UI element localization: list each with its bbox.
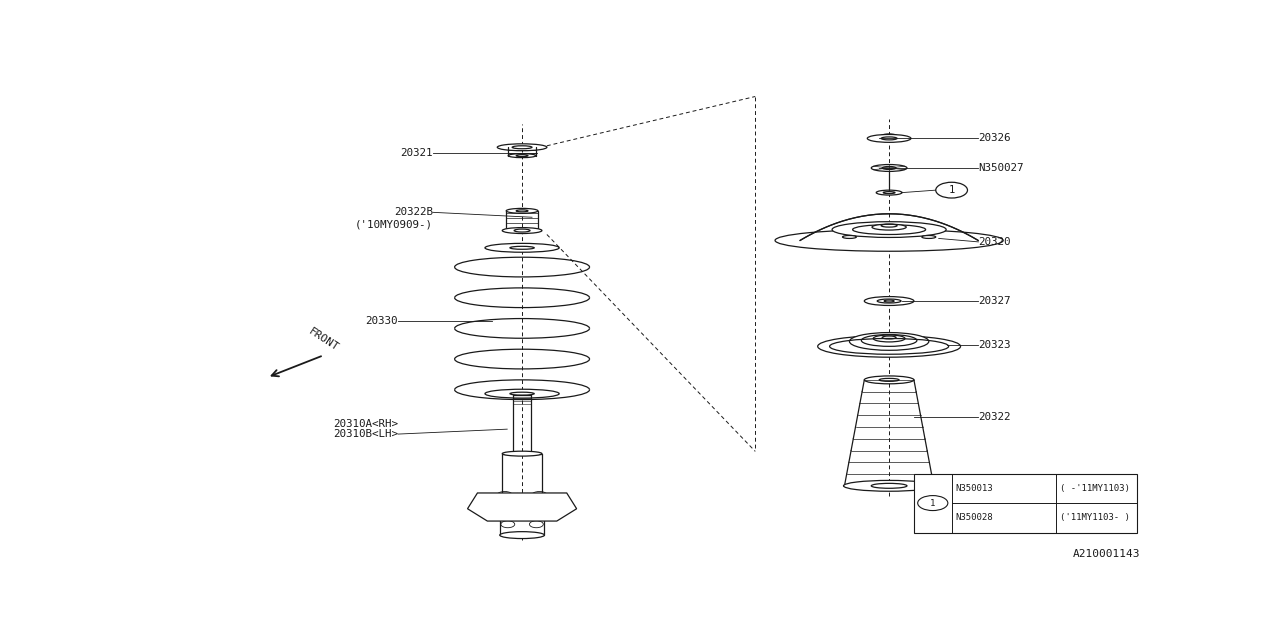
Text: A210001143: A210001143 bbox=[1073, 548, 1140, 559]
Text: 20310A<RH>: 20310A<RH> bbox=[333, 419, 398, 429]
Ellipse shape bbox=[485, 243, 559, 252]
Ellipse shape bbox=[499, 512, 544, 519]
Ellipse shape bbox=[844, 481, 934, 492]
Ellipse shape bbox=[864, 376, 914, 384]
Ellipse shape bbox=[485, 389, 559, 398]
Ellipse shape bbox=[832, 221, 946, 237]
Ellipse shape bbox=[502, 228, 541, 234]
Bar bbox=[499, 515, 544, 535]
Text: 20310B<LH>: 20310B<LH> bbox=[333, 429, 398, 439]
Ellipse shape bbox=[872, 224, 906, 230]
Ellipse shape bbox=[499, 532, 544, 538]
Ellipse shape bbox=[877, 190, 902, 195]
Text: 20326: 20326 bbox=[978, 133, 1011, 143]
Text: 20322: 20322 bbox=[978, 412, 1011, 422]
Text: N350028: N350028 bbox=[956, 513, 993, 522]
Ellipse shape bbox=[502, 451, 541, 456]
Ellipse shape bbox=[864, 296, 914, 305]
Ellipse shape bbox=[497, 144, 547, 151]
Text: ('10MY0909-): ('10MY0909-) bbox=[355, 220, 433, 230]
Ellipse shape bbox=[850, 333, 929, 350]
Ellipse shape bbox=[873, 335, 905, 342]
Text: 1: 1 bbox=[931, 499, 936, 508]
Text: 20321: 20321 bbox=[401, 148, 433, 158]
Text: 1: 1 bbox=[948, 185, 955, 195]
Ellipse shape bbox=[868, 134, 911, 142]
Polygon shape bbox=[467, 493, 576, 521]
Text: N350013: N350013 bbox=[956, 484, 993, 493]
Text: 20327: 20327 bbox=[978, 296, 1011, 306]
Text: 20330: 20330 bbox=[366, 316, 398, 326]
Ellipse shape bbox=[776, 230, 1004, 252]
Bar bbox=[914, 474, 1137, 532]
Text: ( -'11MY1103): ( -'11MY1103) bbox=[1060, 484, 1130, 493]
Text: 20323: 20323 bbox=[978, 340, 1011, 350]
Ellipse shape bbox=[872, 164, 908, 172]
Text: 20320: 20320 bbox=[978, 237, 1011, 247]
Text: N350027: N350027 bbox=[978, 163, 1024, 173]
Ellipse shape bbox=[506, 209, 538, 213]
Ellipse shape bbox=[842, 236, 856, 239]
Ellipse shape bbox=[922, 236, 936, 239]
Text: 20322B: 20322B bbox=[394, 207, 433, 218]
Text: ('11MY1103- ): ('11MY1103- ) bbox=[1060, 513, 1130, 522]
Text: FRONT: FRONT bbox=[307, 326, 340, 353]
Ellipse shape bbox=[818, 335, 960, 357]
Ellipse shape bbox=[508, 154, 536, 157]
